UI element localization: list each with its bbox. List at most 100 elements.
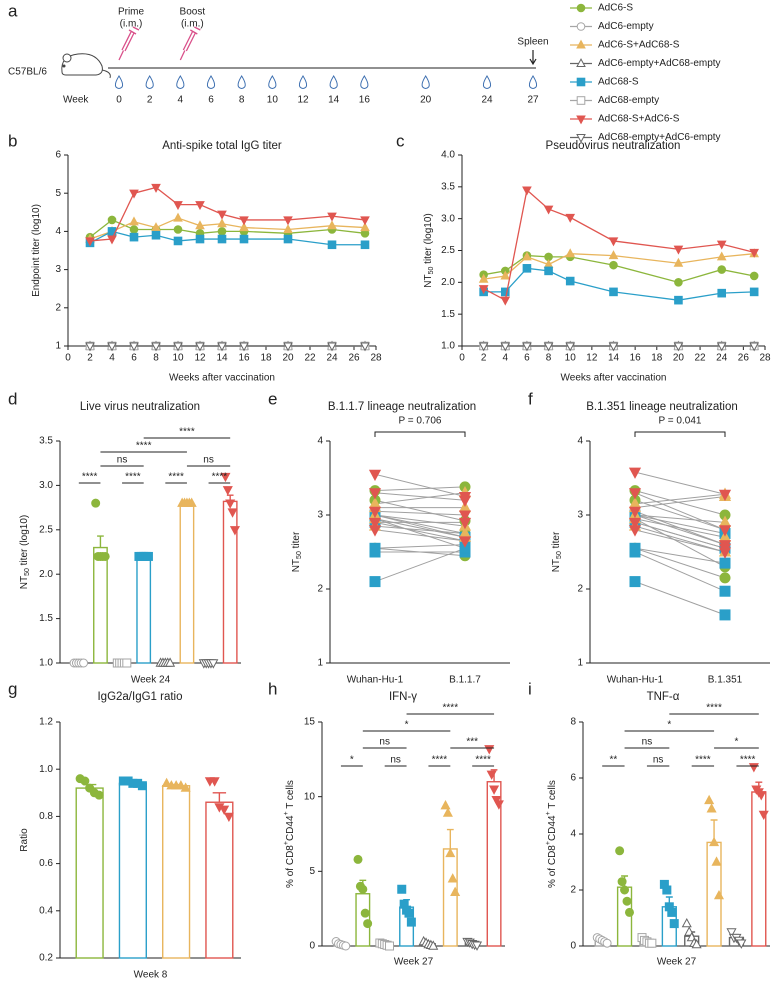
bar [118, 782, 147, 959]
x-tick-label: 22 [304, 353, 316, 364]
significance-label: ns [642, 737, 653, 748]
legend-marker [576, 96, 586, 105]
data-point [500, 270, 511, 280]
data-point [217, 227, 227, 236]
data-point [91, 498, 101, 508]
y-tick-label: 4 [317, 436, 323, 447]
blood-drop [145, 75, 154, 89]
label-part: Endpoint titer (log10) [31, 204, 42, 297]
pair-line [374, 514, 466, 538]
data-point [368, 517, 382, 530]
week-number: 20 [420, 95, 432, 106]
label-part: titer (log10) [423, 213, 434, 266]
y-tick-label: 15 [304, 717, 316, 728]
y-tick-label: 2.5 [39, 524, 53, 535]
x-tick-label: 12 [586, 353, 598, 364]
blood-drop [329, 75, 338, 89]
data-point [173, 225, 183, 234]
x-tick-label: B.1.351 [708, 675, 743, 686]
y-tick-label: 8 [570, 717, 576, 728]
y-tick-label: 5 [309, 866, 315, 877]
data-point [360, 222, 370, 232]
data-point [358, 884, 368, 894]
x-tick-label: 0 [459, 353, 465, 364]
blood-drop [268, 75, 277, 89]
arrow [529, 50, 537, 66]
y-tick-label: 2.0 [441, 277, 455, 288]
data-point [85, 342, 95, 352]
data-point [79, 658, 89, 668]
significance-label: **** [168, 472, 184, 483]
pair-line [374, 518, 466, 549]
x-tick-label: 20 [282, 353, 294, 364]
data-point [363, 919, 373, 929]
label-part: CD44 [285, 815, 296, 841]
legend-marker [576, 58, 586, 68]
y-tick-label: 0.6 [39, 858, 53, 869]
data-point [522, 342, 532, 352]
data-point [544, 266, 553, 276]
legend-marker [576, 39, 586, 49]
bar [442, 848, 458, 947]
y-tick-label: 1 [55, 341, 61, 352]
significance-label: **** [695, 755, 711, 766]
data-point [602, 938, 612, 948]
pair-line [634, 525, 726, 553]
data-point [674, 278, 683, 287]
y-tick-label: 4 [577, 436, 583, 447]
y-tick-label: 4 [570, 829, 576, 840]
data-point [151, 342, 161, 352]
data-point [360, 216, 370, 226]
pair-line [634, 551, 726, 592]
data-point [709, 836, 720, 847]
x-tick-label: 28 [759, 353, 771, 364]
data-point [674, 295, 683, 305]
data-point [713, 889, 725, 900]
data-point [220, 472, 231, 483]
legend-label: AdC68-empty+AdC6-empty [598, 132, 721, 143]
y-tick-label: 0 [309, 941, 315, 952]
data-point [458, 495, 472, 508]
data-point [217, 234, 227, 244]
data-point [681, 917, 692, 928]
chart-title: B.1.1.7 lineage neutralization [328, 401, 476, 413]
data-point [151, 222, 161, 232]
series-line [483, 267, 755, 301]
data-point [719, 609, 731, 621]
pair-line [634, 471, 726, 495]
axis-label: Ratio [19, 828, 30, 852]
data-point [151, 230, 161, 240]
y-tick-label: 3 [577, 510, 583, 521]
legend-label: AdC6-empty [598, 21, 654, 32]
x-tick-label: 12 [194, 353, 206, 364]
label-part: CD44 [547, 815, 558, 841]
data-point [368, 525, 382, 537]
event-label: (i.m.) [120, 19, 143, 30]
data-point [327, 212, 337, 222]
data-point [628, 467, 642, 479]
data-point [647, 938, 657, 948]
data-point [161, 777, 172, 788]
data-point [397, 884, 407, 894]
data-point [620, 885, 630, 895]
data-point [716, 342, 727, 352]
data-point [385, 941, 394, 951]
week-number: 8 [239, 95, 245, 106]
data-point [217, 218, 227, 228]
pair-line [634, 581, 726, 616]
significance-label: **** [475, 755, 491, 766]
label-part: T cells [285, 780, 296, 811]
data-point [239, 216, 249, 226]
label-script: 50 [24, 568, 31, 576]
data-point [107, 235, 117, 245]
y-tick-label: 3.5 [441, 181, 455, 192]
chart-title: Anti-spike total IgG titer [162, 140, 282, 152]
week-number: 24 [481, 95, 493, 106]
data-point [749, 271, 759, 281]
axis-label: % of CD8+CD44+ T cells [283, 780, 296, 888]
data-point [209, 777, 220, 787]
data-point [756, 791, 767, 801]
x-tick-label: 14 [216, 353, 228, 364]
legend-label: AdC68-S [598, 77, 639, 88]
x-tick-label: 18 [651, 353, 663, 364]
